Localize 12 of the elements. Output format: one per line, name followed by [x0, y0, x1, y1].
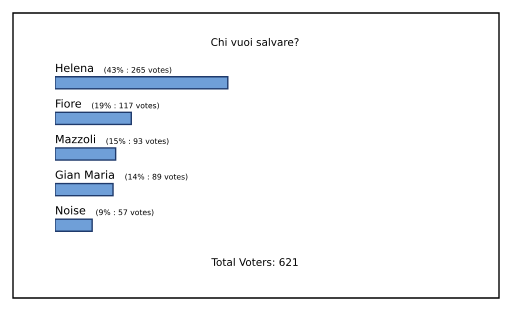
y-tick-label: Gian Maria	[56, 170, 114, 179]
bar	[55, 147, 116, 161]
y-tick-label: Mazzoli	[56, 134, 95, 144]
bar	[55, 112, 132, 126]
text: Total Voters: 621	[211, 258, 298, 266]
y-tick-label: Fiore	[56, 99, 82, 108]
y-tick-label: Helena	[56, 64, 93, 72]
bar	[55, 182, 114, 196]
y-tick-label: Noise	[56, 206, 86, 215]
text: Chi vuoi salvare?	[211, 38, 299, 46]
bar	[55, 218, 93, 232]
bar	[55, 76, 228, 90]
